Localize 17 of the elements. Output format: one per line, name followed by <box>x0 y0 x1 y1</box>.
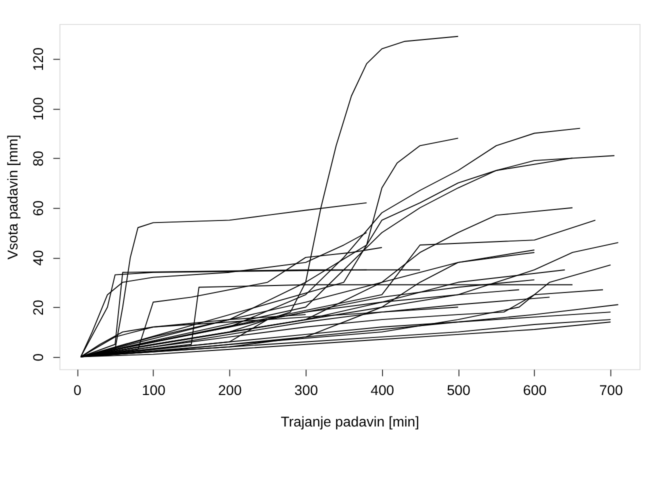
x-tick-label: 200 <box>218 382 242 398</box>
x-tick-label: 700 <box>599 382 623 398</box>
y-tick-label: 100 <box>30 96 46 121</box>
x-tick-label: 100 <box>142 382 166 398</box>
x-tick-label: 400 <box>370 382 394 398</box>
y-axis-title: Vsota padavin [mm] <box>4 134 20 260</box>
y-tick-label: 80 <box>30 150 46 166</box>
x-tick-label: 500 <box>446 382 471 398</box>
x-axis-title: Trajanje padavin [min] <box>280 413 420 430</box>
y-tick-label: 20 <box>30 300 46 316</box>
y-tick-label: 120 <box>30 47 46 71</box>
x-tick-label: 0 <box>74 382 82 398</box>
y-tick-label: 0 <box>30 353 46 362</box>
y-tick-label: 40 <box>30 250 46 266</box>
x-tick-label: 600 <box>523 382 547 398</box>
y-tick-label: 60 <box>30 200 46 216</box>
x-tick-label: 300 <box>294 382 318 398</box>
